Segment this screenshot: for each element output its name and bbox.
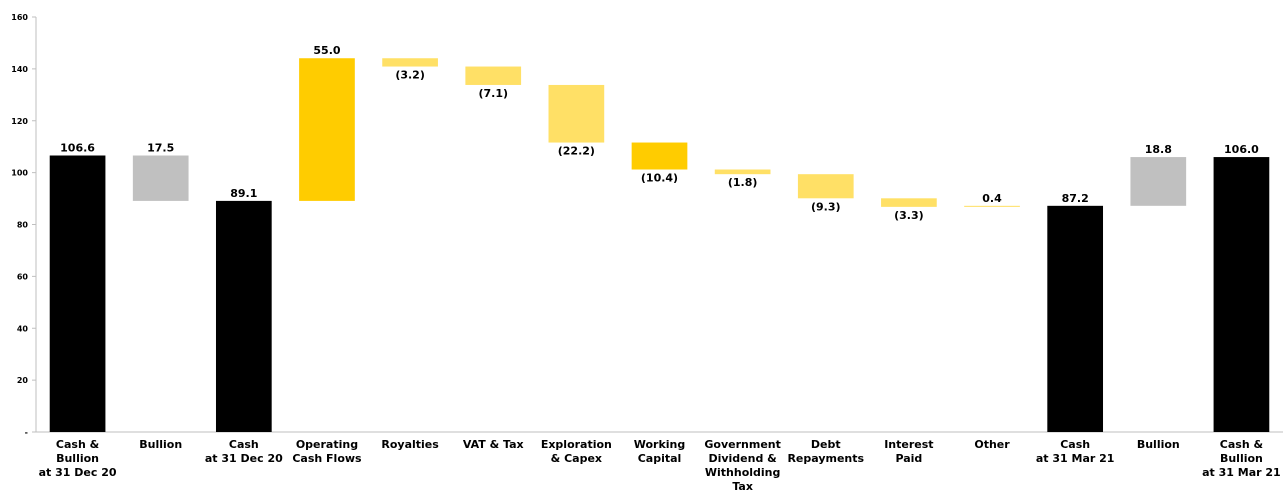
category-label-line: Cash Flows [292, 452, 362, 465]
category-label-line: Interest [884, 438, 933, 451]
data-label: 87.2 [1062, 192, 1089, 205]
data-label: 106.6 [60, 142, 95, 155]
data-label: (7.1) [478, 87, 508, 100]
waterfall-bar [797, 174, 854, 199]
data-label: 89.1 [230, 187, 257, 200]
data-label: (9.3) [811, 200, 841, 213]
y-tick-label: 140 [11, 65, 28, 74]
category-label: Cash at 31 Dec 20 [205, 438, 283, 465]
category-label: Working Capital [634, 438, 686, 465]
y-tick-label: 80 [17, 221, 29, 230]
category-label-line: Cash & [56, 438, 100, 451]
data-label: 106.0 [1224, 143, 1259, 156]
category-label: Cash & Bullion at 31 Mar 21 [1202, 438, 1281, 479]
category-label-line: Withholding [705, 466, 781, 479]
waterfall-bar [1213, 157, 1270, 432]
category-label: VAT & Tax [463, 438, 524, 451]
y-tick-label: 40 [17, 324, 29, 333]
category-label-line: Operating [296, 438, 358, 451]
data-label: (22.2) [558, 145, 595, 158]
category-label-line: Government [704, 438, 780, 451]
data-label: 55.0 [313, 44, 340, 57]
category-label-line: Cash [1060, 438, 1090, 451]
waterfall-bar [631, 142, 688, 170]
waterfall-bar [881, 198, 937, 207]
y-tick-label: - [25, 428, 28, 437]
category-label: Other [974, 438, 1010, 451]
waterfall-bar [215, 200, 272, 432]
waterfall-bar [382, 58, 438, 67]
y-tick-label: 100 [11, 169, 28, 178]
data-label: 17.5 [147, 142, 174, 155]
category-label-line: Exploration [541, 438, 612, 451]
category-label: Bullion [1137, 438, 1180, 451]
y-tick-label: 20 [17, 376, 29, 385]
category-label-line: VAT & Tax [463, 438, 524, 451]
category-label-line: Bullion [139, 438, 182, 451]
y-tick-label: 120 [11, 117, 28, 126]
category-label-line: & Capex [551, 452, 602, 465]
y-tick-label: 160 [11, 13, 28, 22]
chart-data-labels: 106.6 17.5 89.1 55.0 (3.2) (7.1) (22.2) (10.4) (… [60, 44, 1259, 222]
waterfall-bar [299, 58, 355, 201]
category-label-line: Dividend & [708, 452, 777, 465]
category-label-line: Other [974, 438, 1010, 451]
category-label-line: Tax [732, 480, 753, 493]
category-label-line: at 31 Mar 21 [1202, 466, 1281, 479]
waterfall-bar [1047, 205, 1104, 432]
chart-bars [49, 58, 1270, 432]
waterfall-bar [49, 155, 106, 432]
category-label-line: Repayments [787, 452, 864, 465]
category-label-line: Debt [811, 438, 841, 451]
category-label-line: at 31 Dec 20 [39, 466, 117, 479]
category-label-line: Bullion [56, 452, 99, 465]
category-label-line: Working [634, 438, 686, 451]
waterfall-bar [1130, 157, 1187, 206]
category-label: Government Dividend & Withholding Tax [704, 438, 780, 493]
waterfall-bar [465, 66, 522, 85]
waterfall-bar [964, 205, 1020, 207]
category-label-line: Capital [638, 452, 682, 465]
category-label: Cash at 31 Mar 21 [1036, 438, 1115, 465]
category-label: Operating Cash Flows [292, 438, 362, 465]
category-label: Cash & Bullion at 31 Dec 20 [39, 438, 117, 479]
data-label: (3.2) [395, 69, 425, 82]
category-label-line: at 31 Dec 20 [205, 452, 283, 465]
category-label-line: at 31 Mar 21 [1036, 452, 1115, 465]
waterfall-bar [548, 84, 605, 143]
category-label: Royalties [381, 438, 439, 451]
waterfall-bar [132, 155, 189, 201]
data-label: 18.8 [1145, 143, 1172, 156]
category-label: Debt Repayments [787, 438, 864, 465]
category-label-line: Royalties [381, 438, 439, 451]
y-tick-label: 60 [17, 272, 29, 281]
category-label-line: Cash & [1220, 438, 1264, 451]
data-label: 0.4 [982, 192, 1002, 205]
category-label-line: Bullion [1220, 452, 1263, 465]
category-label-line: Paid [895, 452, 922, 465]
category-label: Bullion [139, 438, 182, 451]
data-label: (3.3) [894, 209, 924, 222]
waterfall-bar [714, 169, 771, 175]
data-label: (1.8) [728, 176, 758, 189]
category-label: Exploration & Capex [541, 438, 612, 465]
category-label-line: Cash [229, 438, 259, 451]
category-label-line: Bullion [1137, 438, 1180, 451]
data-label: (10.4) [641, 172, 678, 185]
category-label: Interest Paid [884, 438, 933, 465]
